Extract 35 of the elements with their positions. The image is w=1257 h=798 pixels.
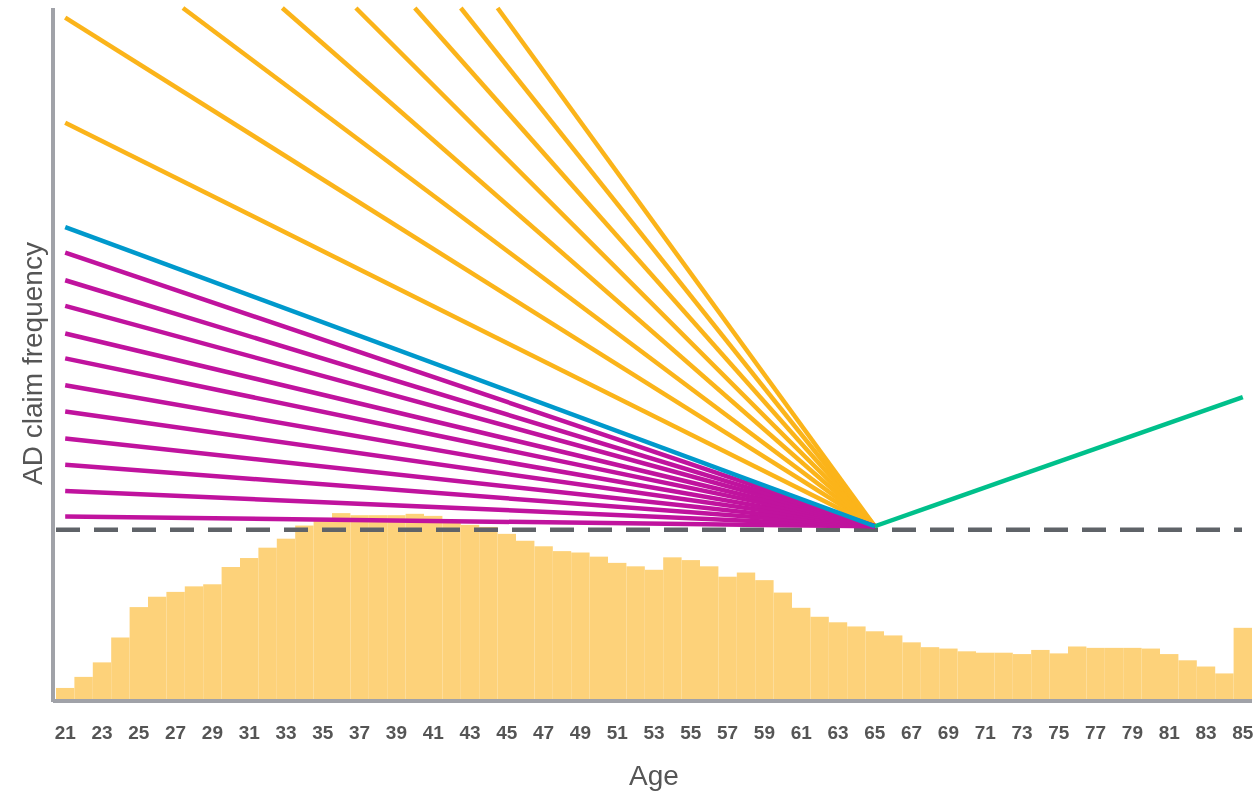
x-tick-label: 39	[385, 722, 407, 743]
x-tick-label: 49	[569, 722, 591, 743]
x-tick-label: 57	[717, 722, 739, 743]
x-tick-label: 21	[54, 722, 77, 743]
x-tick-label: 83	[1195, 722, 1217, 743]
x-tick-label: 81	[1158, 722, 1181, 743]
x-tick-label: 23	[91, 722, 113, 743]
x-tick-label: 33	[275, 722, 297, 743]
x-tick-label: 67	[901, 722, 923, 743]
x-tick-label: 43	[459, 722, 481, 743]
x-tick-label: 31	[238, 722, 261, 743]
x-tick-label: 59	[753, 722, 775, 743]
x-tick-label: 29	[201, 722, 223, 743]
y-axis-title: AD claim frequency	[17, 242, 48, 485]
x-tick-label: 75	[1048, 722, 1070, 743]
x-tick-label: 55	[680, 722, 702, 743]
x-tick-label: 41	[422, 722, 445, 743]
x-tick-label: 65	[864, 722, 886, 743]
x-tick-label: 45	[496, 722, 518, 743]
x-axis-title: Age	[629, 760, 679, 791]
x-tick-label: 71	[974, 722, 997, 743]
x-tick-label: 25	[128, 722, 150, 743]
x-tick-label: 61	[790, 722, 813, 743]
x-tick-label: 51	[606, 722, 629, 743]
x-tick-label: 63	[827, 722, 849, 743]
x-tick-label: 35	[312, 722, 334, 743]
x-tick-label: 77	[1085, 722, 1107, 743]
x-tick-label: 37	[349, 722, 371, 743]
x-tick-label: 53	[643, 722, 665, 743]
x-tick-label: 85	[1232, 722, 1254, 743]
x-tick-label: 27	[165, 722, 187, 743]
x-tick-label: 47	[533, 722, 555, 743]
x-tick-label: 79	[1121, 722, 1143, 743]
x-tick-label: 73	[1011, 722, 1033, 743]
x-tick-label: 69	[937, 722, 959, 743]
